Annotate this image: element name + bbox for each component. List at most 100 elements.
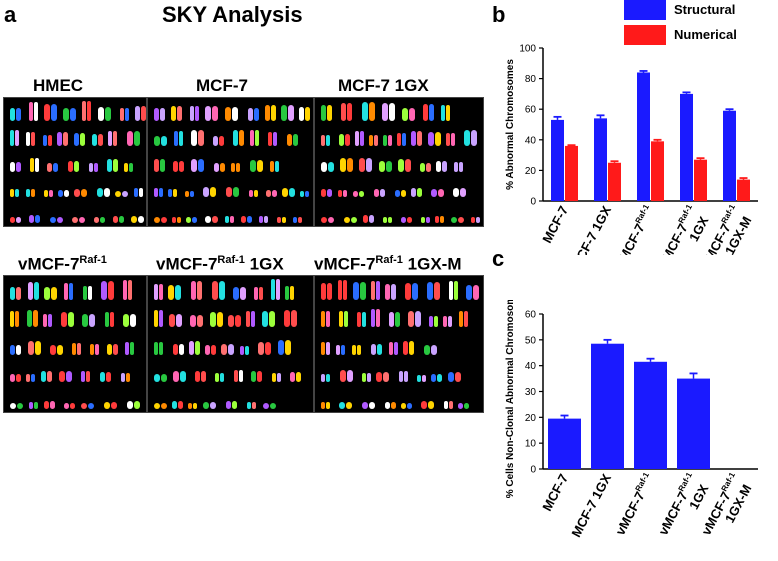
chromosome-blob <box>385 401 390 409</box>
chromosome-blob <box>251 370 256 382</box>
chromosome-blob <box>417 374 421 382</box>
chromosome-blob <box>247 215 252 223</box>
chromosome-blob <box>80 132 85 147</box>
y-tick-label: 0 <box>530 465 536 476</box>
y-tick-label: 30 <box>525 387 537 398</box>
karyotype-title-vmcf7-1gx-m: vMCF-7Raf-1 1GX-M <box>314 254 462 274</box>
x-tick-label: MCF-7 1GX <box>568 203 614 255</box>
chromosome-blob <box>48 134 52 147</box>
chromosome-blob <box>220 163 225 172</box>
chromosome-blob <box>250 160 256 172</box>
chromosome-blob <box>383 134 387 147</box>
chromosome-blob <box>254 287 258 301</box>
chromosome-blob <box>125 107 129 121</box>
chromosome-blob <box>371 309 375 328</box>
chromosome-blob <box>198 159 204 172</box>
chromosome-blob <box>232 401 237 409</box>
karyotype-image-mcf7-1gx <box>314 97 484 227</box>
chromosome-blob <box>26 132 30 147</box>
x-tick-label-line2: 1GX <box>686 482 712 512</box>
chromosome-blob <box>321 217 327 223</box>
chromosome-blob <box>351 217 357 223</box>
chromosome-blob <box>98 134 103 147</box>
chromosome-blob <box>249 189 253 198</box>
chromosome-blob <box>86 370 90 382</box>
chromosome-blob <box>179 161 184 172</box>
chromosome-blob <box>341 103 346 121</box>
chromosome-blob <box>83 285 87 301</box>
chromosome-blob <box>126 373 130 382</box>
chromosome-blob <box>16 373 21 382</box>
chromosome-blob <box>108 280 114 301</box>
chromosome-blob <box>458 216 464 223</box>
chromosome-blob <box>113 131 117 147</box>
chromosome-blob <box>300 190 304 198</box>
chromosome-blob <box>16 162 21 172</box>
x-tick-label-sup: Raf-1 <box>677 202 695 224</box>
chromosome-blob <box>440 216 444 223</box>
chromosome-blob <box>271 279 275 301</box>
chromosome-blob <box>111 402 117 409</box>
chromosome-blob <box>100 372 105 382</box>
chromosome-blob <box>371 280 375 301</box>
chromosome-blob <box>383 217 387 223</box>
chromosome-blob <box>233 187 239 198</box>
chromosome-blob <box>250 130 254 147</box>
chromosome-blob <box>404 370 408 382</box>
chromosome-blob <box>401 189 406 198</box>
y-tick-label: 80 <box>525 74 537 85</box>
chromosome-blob <box>248 108 253 121</box>
chromosome-blob <box>64 190 69 198</box>
chromosome-blob <box>29 101 33 121</box>
chromosome-blob <box>189 340 194 355</box>
chromosome-blob <box>33 310 38 328</box>
chromosome-blob <box>31 189 35 198</box>
chromosome-blob <box>282 216 286 223</box>
chromosome-blob <box>215 373 219 382</box>
chromosome-blob <box>15 130 19 147</box>
chromosome-blob <box>28 341 34 355</box>
bar <box>694 159 707 201</box>
chromosome-blob <box>443 316 447 328</box>
chromosome-blob <box>160 107 165 121</box>
y-tick-label: 20 <box>525 413 537 424</box>
chromosome-blob <box>77 342 81 355</box>
chromosome-blob <box>287 133 292 147</box>
chromosome-blob <box>105 311 109 328</box>
chromosome-blob <box>192 217 197 223</box>
chromosome-blob <box>100 217 105 223</box>
chromosome-blob <box>16 107 21 121</box>
y-axis-label: % Cells Non-Clonal Abnormal Chromosomes <box>505 300 516 498</box>
chromosome-blob <box>437 374 442 382</box>
chromosome-blob <box>212 106 218 121</box>
chromosome-blob <box>88 403 94 409</box>
chromosome-blob <box>436 161 441 172</box>
chromosome-blob <box>407 403 412 409</box>
chromosome-blob <box>235 314 241 328</box>
chromosome-blob <box>154 310 158 328</box>
chromosome-blob <box>382 103 388 121</box>
chromosome-blob <box>240 345 244 355</box>
chromosome-blob <box>48 314 52 328</box>
karyotype-title-mcf7: MCF-7 <box>196 76 248 95</box>
chromosome-blob <box>471 130 477 147</box>
chromosome-blob <box>239 129 244 147</box>
chromosome-blob <box>195 371 200 382</box>
chromosome-blob <box>239 370 243 382</box>
chromosome-blob <box>161 217 167 223</box>
chromosome-blob <box>173 188 177 198</box>
chromosome-blob <box>198 129 204 147</box>
chromosome-blob <box>428 131 434 147</box>
chromosome-blob <box>43 134 47 147</box>
chromosome-blob <box>405 283 411 301</box>
chromosome-blob <box>344 311 348 328</box>
chromosome-blob <box>51 286 57 301</box>
bar <box>594 118 607 201</box>
chromosome-blob <box>59 370 65 382</box>
chromosome-blob <box>296 371 301 382</box>
chromosome-blob <box>407 216 412 223</box>
chromosome-blob <box>174 131 178 147</box>
chromosome-blob <box>161 136 167 147</box>
chromosome-blob <box>278 339 284 355</box>
